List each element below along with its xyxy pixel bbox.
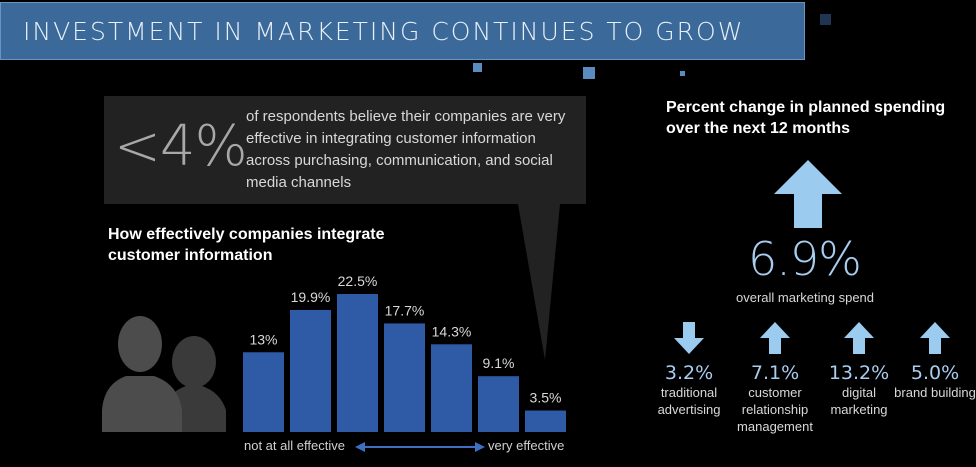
overall-spend-caption: overall marketing spend xyxy=(736,290,875,305)
bar-value-label: 9.1% xyxy=(483,355,515,371)
bar xyxy=(525,410,566,432)
decor-square xyxy=(583,67,595,79)
spend-item-crm: 7.1% customer relationship management xyxy=(730,322,820,435)
bar-value-label: 3.5% xyxy=(530,390,562,406)
spend-item-label: customer relationship management xyxy=(737,385,813,434)
overall-spend-value: 6.9% xyxy=(748,232,862,286)
arrow-up-icon xyxy=(890,322,976,356)
callout-text: of respondents believe their companies a… xyxy=(246,108,566,191)
bar xyxy=(478,376,519,432)
bar-value-label: 19.9% xyxy=(291,289,331,305)
bar xyxy=(243,352,284,432)
spend-item-brand-building: 5.0% brand building xyxy=(890,322,976,401)
people-icon xyxy=(102,316,226,432)
decor-square xyxy=(820,14,831,25)
bar-value-label: 22.5% xyxy=(338,273,378,289)
spend-item-value: 7.1% xyxy=(750,362,800,384)
spend-item-value: 5.0% xyxy=(910,362,960,384)
axis-label-right: very effective xyxy=(488,438,565,453)
chart-title: How effectively companies integrate cust… xyxy=(108,226,385,264)
arrow-down-icon xyxy=(644,322,734,356)
callout-stat: <4% xyxy=(114,114,248,179)
decor-square xyxy=(473,63,482,72)
decor-square xyxy=(680,71,685,76)
spend-item-value: 3.2% xyxy=(664,362,714,384)
axis-arrow xyxy=(355,442,485,452)
spend-item-value: 13.2% xyxy=(828,362,890,384)
bar xyxy=(384,323,425,432)
axis-label-left: not at all effective xyxy=(244,438,345,453)
bar-value-label: 17.7% xyxy=(385,302,425,318)
spend-item-label: traditional advertising xyxy=(657,385,721,417)
bar xyxy=(431,344,472,432)
arrow-up-icon xyxy=(814,322,904,356)
bar xyxy=(337,294,378,432)
spend-item-traditional-advertising: 3.2% traditional advertising xyxy=(644,322,734,418)
page-title: INVESTMENT IN MARKETING CONTINUES TO GRO… xyxy=(0,2,805,60)
bar xyxy=(290,309,331,432)
spend-item-digital-marketing: 13.2% digital marketing xyxy=(814,322,904,418)
spend-item-label: digital marketing xyxy=(830,385,888,417)
spend-item-label: brand building xyxy=(894,385,976,400)
bar-value-label: 13% xyxy=(249,331,277,347)
callout-box: <4% of respondents believe their compani… xyxy=(104,96,586,204)
bar-value-label: 14.3% xyxy=(432,323,472,339)
arrow-up-icon xyxy=(730,322,820,356)
spending-title: Percent change in planned spending over … xyxy=(666,99,946,137)
